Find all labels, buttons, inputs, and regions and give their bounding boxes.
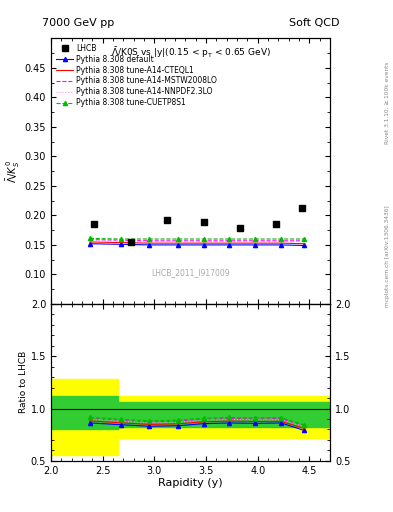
Y-axis label: Ratio to LHCB: Ratio to LHCB — [19, 351, 28, 414]
Text: 7000 GeV pp: 7000 GeV pp — [42, 18, 115, 28]
Text: LHCB_2011_I917009: LHCB_2011_I917009 — [151, 268, 230, 278]
Point — [164, 216, 170, 224]
Text: $\bar{\Lambda}$/K0S vs |y|(0.15 < p$_\mathrm{T}$ < 0.65 GeV): $\bar{\Lambda}$/K0S vs |y|(0.15 < p$_\ma… — [111, 45, 270, 60]
Text: Rivet 3.1.10, ≥ 100k events: Rivet 3.1.10, ≥ 100k events — [385, 61, 389, 144]
X-axis label: Rapidity (y): Rapidity (y) — [158, 478, 223, 488]
Y-axis label: $\bar{\Lambda}/K^0_S$: $\bar{\Lambda}/K^0_S$ — [5, 160, 22, 183]
Point — [299, 204, 305, 212]
Text: Soft QCD: Soft QCD — [289, 18, 340, 28]
Point — [91, 220, 97, 228]
Point — [127, 238, 134, 246]
Text: mcplots.cern.ch [arXiv:1306.3436]: mcplots.cern.ch [arXiv:1306.3436] — [385, 205, 389, 307]
Point — [237, 224, 243, 232]
Point — [273, 220, 279, 228]
Legend: LHCB, Pythia 8.308 default, Pythia 8.308 tune-A14-CTEQL1, Pythia 8.308 tune-A14-: LHCB, Pythia 8.308 default, Pythia 8.308… — [55, 42, 219, 109]
Point — [201, 219, 207, 227]
